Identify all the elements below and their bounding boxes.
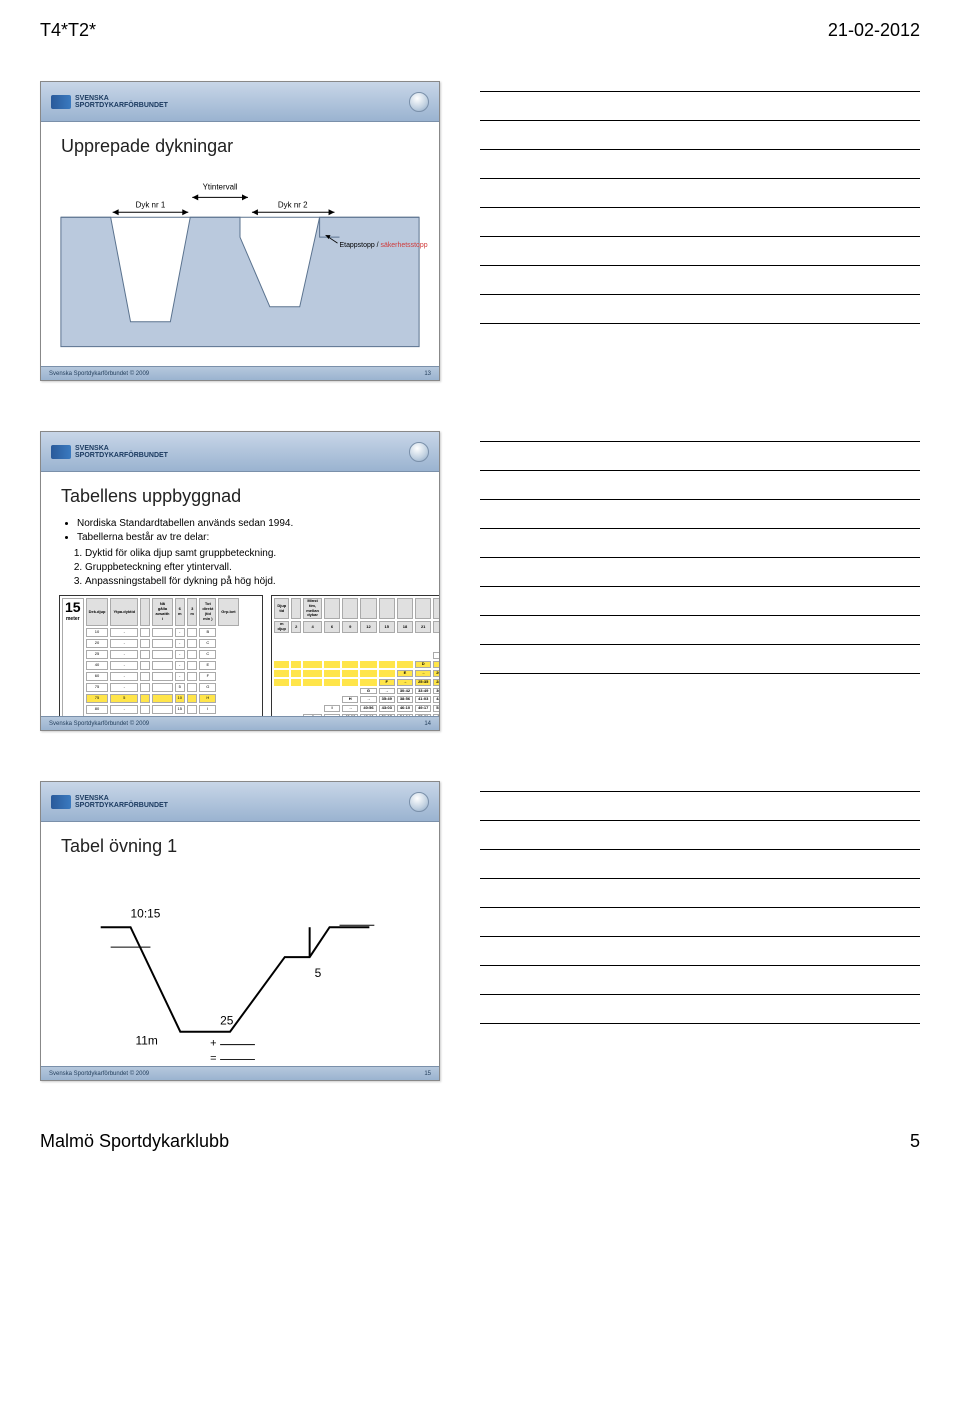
notes-area-2 [480,431,920,674]
page-footer-right: 5 [910,1131,920,1152]
slide1-pagenum: 13 [424,371,431,377]
diver-icon [51,95,71,109]
slide1-copyright: Svenska Sportdykarförbundet © 2009 [49,371,149,377]
slide-1: SVENSKA SPORTDYKARFÖRBUNDET Upprepade dy… [40,81,440,381]
slide2-tables: 15meterDek.djupYtpa.dyktidNå gålla avsat… [41,595,439,731]
slide-3: SVENSKA SPORTDYKARFÖRBUNDET Tabel övning… [40,781,440,1081]
brand-logo-block: SVENSKA SPORTDYKARFÖRBUNDET [51,95,168,109]
diver-icon [51,445,71,459]
slide1-title: Upprepade dykningar [61,136,439,157]
ex-time: 10:15 [131,906,161,920]
page-header-right: 21-02-2012 [828,20,920,41]
brand-logo-block-2: SVENSKA SPORTDYKARFÖRBUNDET [51,445,168,459]
slide3-title: Tabel övning 1 [61,836,439,857]
slide2-copyright: Svenska Sportdykarförbundet © 2009 [49,721,149,727]
slide2-title: Tabellens uppbyggnad [61,486,439,507]
label-ytintervall: Ytintervall [203,182,238,191]
svg-text:=: = [210,1053,216,1065]
notes-area-3 [480,781,920,1024]
diver-icon [51,795,71,809]
brand-line2: SPORTDYKARFÖRBUNDET [75,102,168,109]
slide3-pagenum: 15 [424,1071,431,1077]
label-dyk1: Dyk nr 1 [136,200,166,209]
exercise-diagram: 10:15 11m 25 + = 5 [41,867,439,1077]
ex-depth: 11m [136,1034,158,1048]
page-footer-left: Malmö Sportdykarklubb [40,1131,229,1152]
brand-line1: SVENSKA [75,95,168,102]
slide3-copyright: Svenska Sportdykarförbundet © 2009 [49,1071,149,1077]
label-etapp: Etappstopp / säkerhetsstopp [340,242,428,249]
dive-profile-diagram: Ytintervall Dyk nr 1 Dyk nr 2 Etappstopp… [41,167,439,367]
crest-icon [409,442,429,462]
label-dyk2: Dyk nr 2 [278,200,308,209]
dive-table: 15meterDek.djupYtpa.dyktidNå gålla avsat… [59,595,263,731]
slide2-pagenum: 14 [424,721,431,727]
ex-five: 5 [315,966,322,980]
notes-area-1 [480,81,920,324]
crest-icon [409,792,429,812]
slide2-bullets: Nordiska Standardtabellen används sedan … [63,517,439,589]
slide-2: SVENSKA SPORTDYKARFÖRBUNDET Tabellens up… [40,431,440,731]
ex-duration: 25 [220,1014,234,1028]
svg-text:+: + [210,1038,216,1050]
crest-icon [409,92,429,112]
page-header-left: T4*T2* [40,20,96,41]
brand-logo-block-3: SVENSKA SPORTDYKARFÖRBUNDET [51,795,168,809]
surface-interval-table: Djup tidMinst tim, mellan dykarm djup246… [271,595,440,731]
